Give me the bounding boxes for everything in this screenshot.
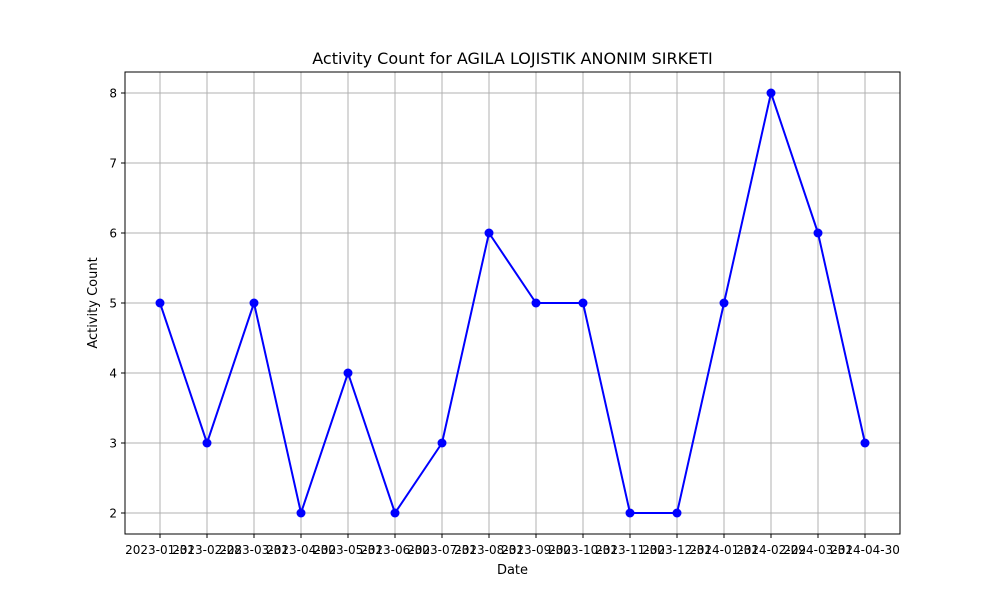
data-point xyxy=(155,298,165,308)
data-point xyxy=(296,508,306,518)
data-point xyxy=(484,228,494,238)
y-tick-label: 6 xyxy=(109,227,117,241)
data-point xyxy=(766,88,776,98)
x-tick-label: 2023-01-31 xyxy=(125,543,195,557)
data-point xyxy=(531,298,541,308)
y-tick-label: 3 xyxy=(109,437,117,451)
y-tick-label: 7 xyxy=(109,157,117,171)
x-tick-label: 2023-09-30 xyxy=(501,543,571,557)
series-line xyxy=(159,92,866,514)
data-point xyxy=(719,298,729,308)
x-tick-label: 2023-10-31 xyxy=(548,543,618,557)
x-tick-label: 2024-04-30 xyxy=(830,543,900,557)
x-axis-label: Date xyxy=(497,563,528,578)
x-tick-label: 2024-01-31 xyxy=(689,543,759,557)
x-tick-label: 2023-06-30 xyxy=(360,543,430,557)
data-point xyxy=(202,438,212,448)
y-axis-label: Activity Count xyxy=(86,257,101,348)
data-point xyxy=(625,508,635,518)
y-tick-label: 5 xyxy=(109,297,117,311)
ticks: 2023-01-312023-02-282023-03-312023-04-30… xyxy=(109,87,900,558)
x-tick-label: 2023-07-31 xyxy=(407,543,477,557)
x-tick-label: 2024-02-29 xyxy=(736,543,806,557)
data-point xyxy=(390,508,400,518)
x-tick-label: 2024-03-31 xyxy=(783,543,853,557)
x-tick-label: 2023-05-31 xyxy=(313,543,383,557)
y-tick-label: 2 xyxy=(109,507,117,521)
y-tick-label: 4 xyxy=(109,367,117,381)
x-tick-label: 2023-02-28 xyxy=(172,543,242,557)
data-point xyxy=(249,298,259,308)
data-point xyxy=(860,438,870,448)
data-point xyxy=(672,508,682,518)
data-point xyxy=(578,298,588,308)
data-point xyxy=(343,368,353,378)
x-tick-label: 2023-11-30 xyxy=(595,543,665,557)
series-layer xyxy=(155,88,870,518)
data-point xyxy=(437,438,447,448)
x-tick-label: 2023-04-30 xyxy=(266,543,336,557)
y-tick-label: 8 xyxy=(109,87,117,101)
data-point xyxy=(813,228,823,238)
x-tick-label: 2023-12-31 xyxy=(642,543,712,557)
chart-title: Activity Count for AGILA LOJISTIK ANONIM… xyxy=(312,49,712,68)
x-tick-label: 2023-08-31 xyxy=(454,543,524,557)
x-tick-label: 2023-03-31 xyxy=(219,543,289,557)
